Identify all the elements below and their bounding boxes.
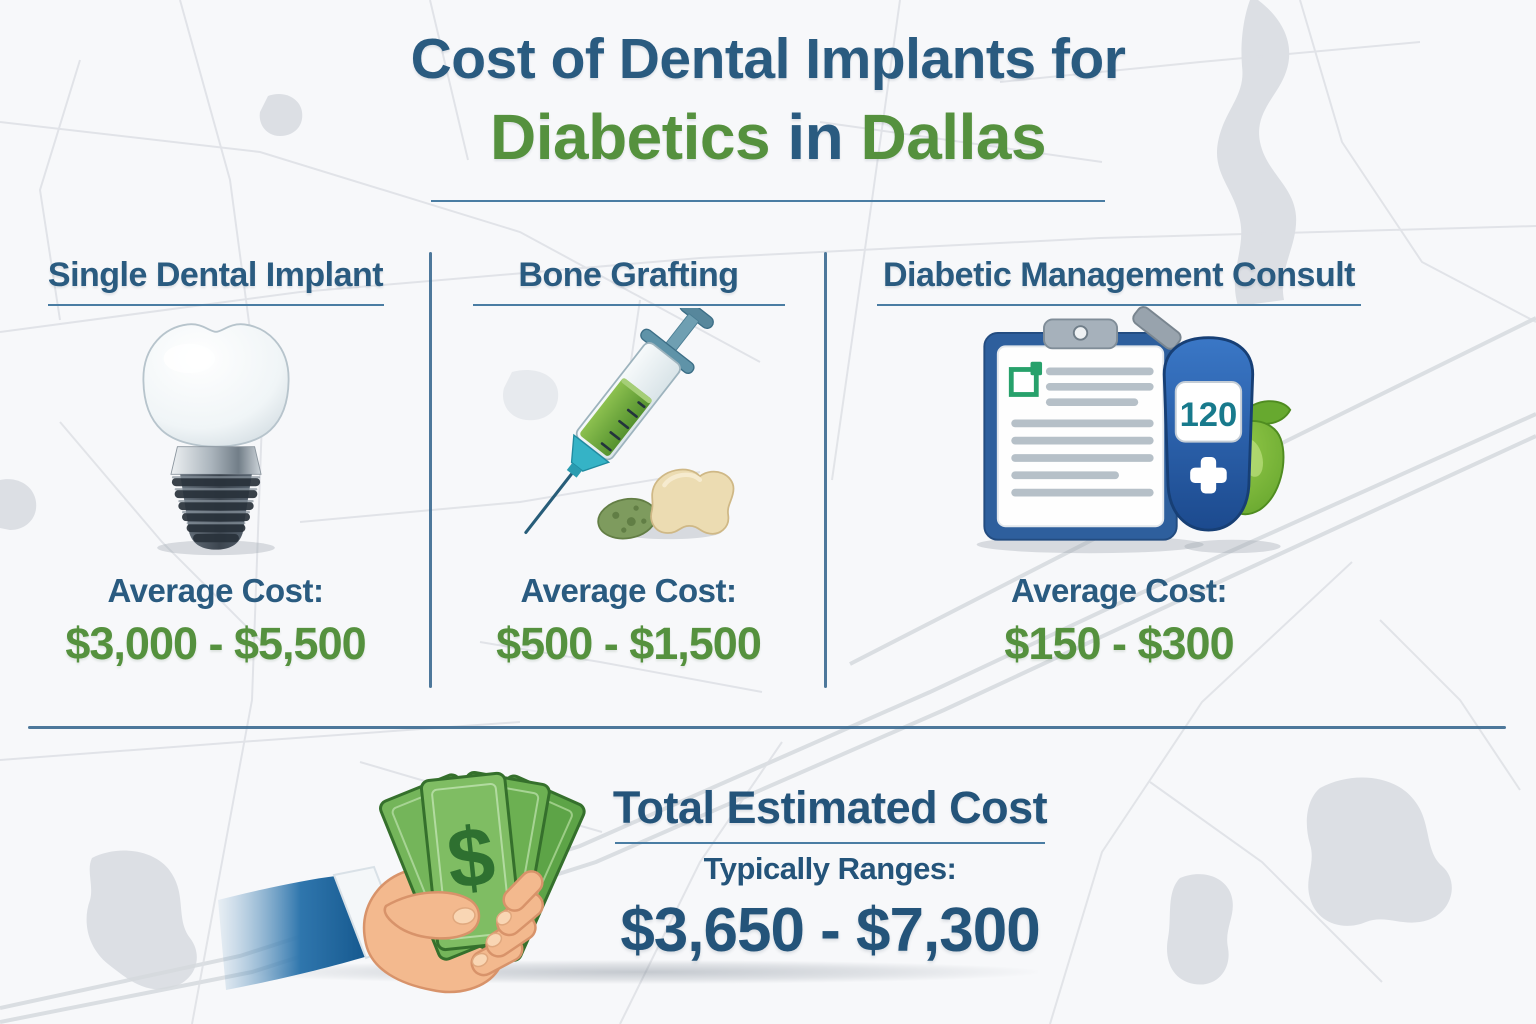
clipboard-text-lines — [1011, 367, 1154, 497]
column-3-cost-label: Average Cost: — [1010, 572, 1228, 610]
glucometer: 120 — [1132, 306, 1255, 532]
bone-graft-syringe-icon — [523, 308, 734, 540]
clipboard — [983, 318, 1178, 541]
title-word-diabetics: Diabetics — [489, 101, 771, 173]
total-subheading: Typically Ranges: — [703, 851, 957, 886]
column-2-icon-box — [431, 306, 826, 558]
column-3-underline — [877, 304, 1361, 307]
bone-graft-material — [596, 468, 734, 540]
graduation-marks — [600, 401, 646, 452]
syringe-needle — [523, 472, 573, 535]
column-2-header: Bone Grafting — [518, 256, 739, 294]
thumbnail — [452, 907, 476, 925]
medical-cross-icon — [1190, 457, 1227, 494]
total-heading: Total Estimated Cost — [612, 782, 1048, 833]
checkbox-icon — [1008, 367, 1039, 397]
column-divider-2 — [824, 252, 827, 688]
title-underline — [431, 200, 1105, 202]
column-1-underline — [47, 304, 384, 307]
column-single-dental-implant: Single Dental Implant — [0, 256, 431, 670]
column-diabetic-management-consult: Diabetic Management Consult — [826, 256, 1412, 670]
column-divider-1 — [429, 252, 432, 688]
screw-threads — [171, 478, 260, 543]
section-divider — [28, 726, 1506, 729]
column-3-cost-value: $150 - $300 — [1004, 618, 1234, 670]
test-strip — [1132, 306, 1182, 350]
title-word-in: in — [787, 101, 844, 173]
syringe-nozzle — [570, 433, 610, 473]
dollar-sign: $ — [443, 808, 499, 906]
column-2-cost-label: Average Cost: — [520, 572, 737, 610]
column-2-underline — [472, 304, 785, 307]
title-line-2: Diabetics in Dallas — [0, 100, 1536, 174]
syringe — [523, 308, 714, 535]
column-3-icon-box: 120 — [826, 306, 1412, 558]
ground-shadow — [238, 960, 1038, 984]
glucometer-reading: 120 — [1180, 396, 1238, 434]
sleeve — [218, 876, 368, 990]
tooth-crown — [141, 323, 290, 448]
dental-implant-icon — [141, 323, 290, 556]
bone-piece — [649, 468, 734, 535]
total-estimated-cost-section: Total Estimated Cost Typically Ranges: $… — [530, 782, 1130, 966]
front-dollar-bill: $ — [419, 771, 523, 952]
infographic-title: Cost of Dental Implants for Diabetics in… — [0, 26, 1536, 174]
implant-collar — [169, 446, 262, 475]
column-1-cost-value: $3,000 - $5,500 — [65, 618, 366, 670]
column-bone-grafting: Bone Grafting — [431, 256, 826, 670]
column-1-cost-label: Average Cost: — [107, 572, 324, 610]
hand-holding-money-icon: $ — [218, 771, 586, 994]
glucometer-screen — [1174, 381, 1243, 443]
clipboard-glucometer-apple-icon: 120 — [976, 306, 1292, 554]
graft-liquid — [579, 378, 651, 456]
column-1-icon-box — [0, 306, 431, 558]
thumb — [383, 891, 481, 940]
column-1-header: Single Dental Implant — [47, 256, 384, 294]
map-lake-shapes — [0, 0, 1452, 990]
column-3-header: Diabetic Management Consult — [882, 256, 1356, 294]
total-value: $3,650 - $7,300 — [620, 896, 1040, 965]
fingernails — [471, 910, 512, 968]
title-word-dallas: Dallas — [860, 101, 1047, 173]
column-2-cost-value: $500 - $1,500 — [496, 618, 762, 670]
title-line-1: Cost of Dental Implants for — [410, 27, 1126, 91]
total-underline — [615, 842, 1045, 844]
